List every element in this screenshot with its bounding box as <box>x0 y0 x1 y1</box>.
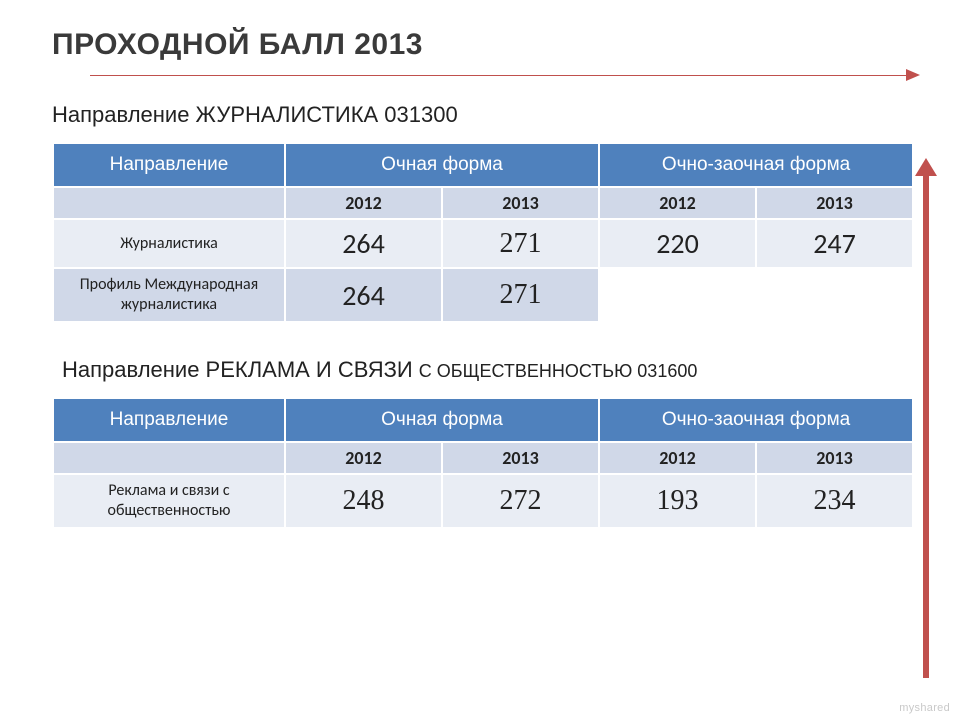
score-cell: 271 <box>442 268 599 322</box>
year-cell: 2012 <box>599 442 756 474</box>
years-empty <box>53 442 285 474</box>
year-cell: 2013 <box>442 187 599 219</box>
empty-cell <box>599 268 756 322</box>
year-cell: 2012 <box>285 187 442 219</box>
table-row: Журналистика 264 271 220 247 <box>53 219 913 268</box>
section2-heading-tail: С ОБЩЕСТВЕННОСТЬЮ 031600 <box>419 361 698 381</box>
table-years-row: 2012 2013 2012 2013 <box>53 442 913 474</box>
page-title: ПРОХОДНОЙ БАЛЛ 2013 <box>52 28 920 62</box>
empty-cell <box>756 268 913 322</box>
score-cell: 247 <box>756 219 913 268</box>
year-cell: 2013 <box>756 187 913 219</box>
section1-heading: Направление ЖУРНАЛИСТИКА 031300 <box>52 102 920 128</box>
col-header-direction: Направление <box>53 143 285 187</box>
row-label: Реклама и связи с общественностью <box>53 474 285 528</box>
table-journalism: Направление Очная форма Очно-заочная фор… <box>52 142 914 323</box>
row-label: Профиль Международная журналистика <box>53 268 285 322</box>
score-cell: 264 <box>285 268 442 322</box>
score-cell: 193 <box>599 474 756 528</box>
year-cell: 2013 <box>756 442 913 474</box>
table-row: Реклама и связи с общественностью 248 27… <box>53 474 913 528</box>
year-cell: 2012 <box>285 442 442 474</box>
table-header-row: Направление Очная форма Очно-заочная фор… <box>53 143 913 187</box>
score-cell: 264 <box>285 219 442 268</box>
table-advertising: Направление Очная форма Очно-заочная фор… <box>52 397 914 529</box>
col-header-parttime: Очно-заочная форма <box>599 398 913 442</box>
table-header-row: Направление Очная форма Очно-заочная фор… <box>53 398 913 442</box>
score-cell: 272 <box>442 474 599 528</box>
score-cell: 220 <box>599 219 756 268</box>
col-header-direction: Направление <box>53 398 285 442</box>
watermark: myshared <box>899 702 950 714</box>
section2-heading-main: Направление РЕКЛАМА И СВЯЗИ <box>62 357 419 382</box>
col-header-fulltime: Очная форма <box>285 143 599 187</box>
table-row: Профиль Международная журналистика 264 2… <box>53 268 913 322</box>
col-header-fulltime: Очная форма <box>285 398 599 442</box>
score-cell: 248 <box>285 474 442 528</box>
table-years-row: 2012 2013 2012 2013 <box>53 187 913 219</box>
year-cell: 2013 <box>442 442 599 474</box>
years-empty <box>53 187 285 219</box>
vertical-arrow-icon <box>918 158 934 678</box>
year-cell: 2012 <box>599 187 756 219</box>
col-header-parttime: Очно-заочная форма <box>599 143 913 187</box>
title-underline-arrow <box>90 68 920 84</box>
score-cell: 234 <box>756 474 913 528</box>
row-label: Журналистика <box>53 219 285 268</box>
score-cell: 271 <box>442 219 599 268</box>
section2-heading: Направление РЕКЛАМА И СВЯЗИ С ОБЩЕСТВЕНН… <box>62 357 920 383</box>
